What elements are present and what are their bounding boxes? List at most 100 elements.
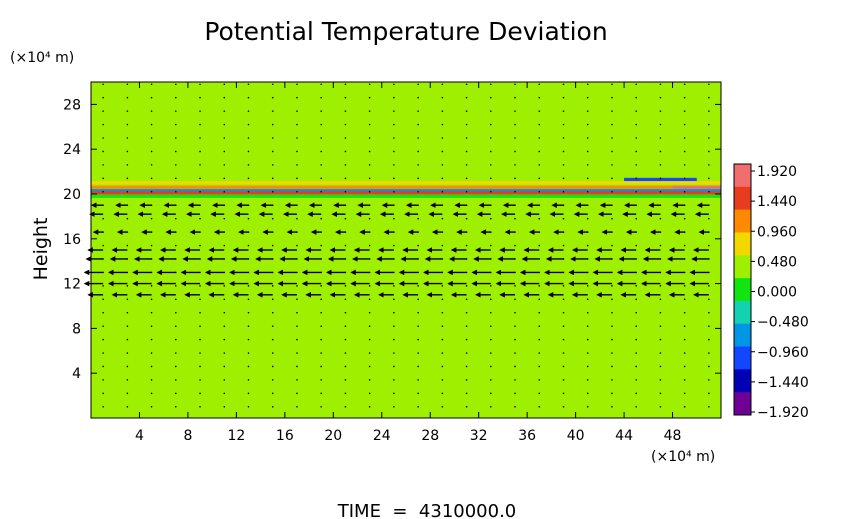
vector-dot <box>150 244 153 247</box>
vector-dot <box>562 110 565 112</box>
vector-dot <box>465 137 468 139</box>
vector-dot <box>150 96 153 99</box>
vector-dot <box>175 244 177 247</box>
vector-dot <box>490 244 492 247</box>
vector-dot <box>465 406 468 408</box>
vector-dot <box>247 338 250 341</box>
vector-dot <box>441 338 444 341</box>
vector-dot <box>150 352 153 354</box>
vector-dot <box>708 352 710 354</box>
colorbar-label: 0.000 <box>757 285 797 301</box>
y-axis-label: Height <box>30 218 52 281</box>
vector-dot <box>683 338 686 341</box>
vector-dot <box>490 150 492 153</box>
vector-dot <box>126 217 129 220</box>
vector-dot <box>271 177 274 180</box>
vector-dot <box>417 150 419 153</box>
vector-dot <box>490 83 492 86</box>
vector-dot <box>586 96 589 99</box>
vector-dot <box>126 137 129 139</box>
vector-dot <box>271 164 274 166</box>
vector-dot <box>199 137 201 139</box>
vector-dot <box>538 338 541 341</box>
vector-dot <box>150 311 153 314</box>
vector-dot <box>199 177 201 180</box>
vector-dot <box>514 83 516 86</box>
vector-dot <box>562 244 565 247</box>
vector-dot <box>150 137 153 139</box>
vector-dot <box>441 352 444 354</box>
vector-dot <box>708 96 710 99</box>
vector-dot <box>586 164 589 166</box>
vector-dot <box>296 338 298 341</box>
vector-dot <box>708 298 710 301</box>
vector-dot <box>490 190 492 193</box>
vector-dot <box>441 285 444 287</box>
vector-dot <box>708 285 710 287</box>
vector-dot <box>611 352 613 354</box>
vector-dot <box>683 164 686 166</box>
vector-dot <box>199 150 201 153</box>
vector-dot <box>320 298 322 301</box>
vector-dot <box>708 190 710 193</box>
vector-dot <box>635 137 637 139</box>
vector-dot <box>538 285 541 287</box>
vector-dot <box>175 365 177 368</box>
vector-dot <box>441 244 444 247</box>
vector-dot <box>441 177 444 180</box>
vector-dot <box>441 110 444 112</box>
vector-dot <box>538 392 541 395</box>
vector-dot <box>247 285 250 287</box>
colorbar-label: 1.920 <box>757 164 797 180</box>
vector-dot <box>320 110 322 112</box>
vector-dot <box>635 298 637 301</box>
vector-dot <box>126 325 129 327</box>
vector-dot <box>175 177 177 180</box>
vector-dot <box>683 123 686 126</box>
vector-dot <box>271 406 274 408</box>
vector-dot <box>441 325 444 327</box>
anomaly-band <box>91 191 721 195</box>
vector-dot <box>708 406 710 408</box>
vector-dot <box>102 392 104 395</box>
vector-dot <box>223 311 226 314</box>
vector-dot <box>441 406 444 408</box>
vector-dot <box>320 392 322 395</box>
vector-dot <box>465 379 468 381</box>
vector-dot <box>320 123 322 126</box>
vector-dot <box>635 352 637 354</box>
colorbar-swatch <box>734 300 751 325</box>
vector-dot <box>175 338 177 341</box>
vector-dot <box>344 285 347 287</box>
vector-dot <box>368 406 371 408</box>
vector-dot <box>320 311 322 314</box>
vector-dot <box>441 96 444 99</box>
vector-dot <box>611 325 613 327</box>
vector-dot <box>586 217 589 220</box>
vector-dot <box>368 217 371 220</box>
vector-dot <box>393 392 395 395</box>
vector-dot <box>441 298 444 301</box>
vector-dot <box>514 392 516 395</box>
vector-dot <box>102 285 104 287</box>
vector-dot <box>320 137 322 139</box>
vector-dot <box>199 190 201 193</box>
vector-dot <box>393 365 395 368</box>
vector-dot <box>368 365 371 368</box>
vector-dot <box>271 338 274 341</box>
vector-dot <box>659 244 662 247</box>
vector-dot <box>199 123 201 126</box>
vector-dot <box>441 379 444 381</box>
vector-dot <box>562 83 565 86</box>
vector-dot <box>538 83 541 86</box>
vector-dot <box>393 285 395 287</box>
vector-dot <box>150 110 153 112</box>
vector-dot <box>150 392 153 395</box>
vector-dot <box>102 406 104 408</box>
x-tick-label: 40 <box>567 428 585 444</box>
x-tick-label: 44 <box>615 428 633 444</box>
vector-dot <box>296 96 298 99</box>
vector-dot <box>708 392 710 395</box>
vector-dot <box>393 83 395 86</box>
colorbar-swatch <box>734 346 751 370</box>
